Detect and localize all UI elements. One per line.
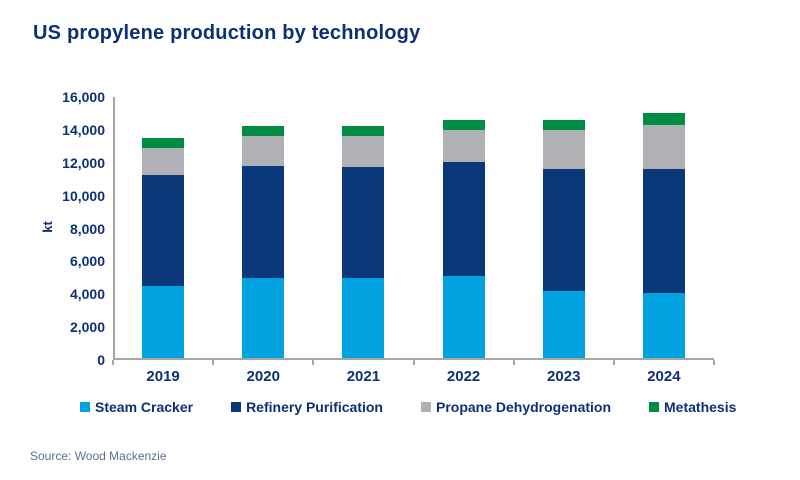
stacked-bar-2022 (442, 119, 485, 358)
legend-item-metathesis: Metathesis (649, 399, 736, 415)
bar-segment-refinery-purification (342, 167, 385, 279)
legend-item-propane-dehydrogenation: Propane Dehydrogenation (420, 399, 612, 415)
x-axis-tick-mark (312, 360, 315, 365)
legend-label: Metathesis (664, 399, 737, 415)
y-axis-tick-label: 8,000 (69, 220, 105, 237)
legend-item-steam-cracker: Steam Cracker (80, 399, 193, 415)
y-axis-tick-label: 10,000 (62, 187, 105, 204)
x-axis-label-2023: 2023 (547, 368, 581, 385)
legend-swatch-icon (80, 402, 90, 412)
x-axis-label-2021: 2021 (346, 368, 381, 385)
legend: Steam Cracker Refinery Purification Propan… (80, 399, 736, 415)
stacked-bar-2023 (542, 119, 585, 358)
x-axis-label-2022: 2022 (446, 368, 481, 385)
legend-swatch-icon (231, 402, 242, 412)
legend-label: Propane Dehydrogenation (435, 399, 612, 415)
y-axis-tick-label: 14,000 (62, 121, 105, 138)
plot-area (113, 97, 714, 360)
stacked-bar-2019 (142, 137, 185, 358)
legend-swatch-icon (649, 402, 660, 412)
bar-segment-steam-cracker (542, 291, 585, 358)
bar-segment-metathesis (542, 119, 585, 130)
bar-segment-steam-cracker (242, 278, 285, 358)
x-axis-tick-mark (512, 360, 515, 365)
source-note: Source: Wood Mackenzie (30, 449, 167, 463)
stacked-bar-2024 (642, 113, 685, 358)
bar-segment-propane-dehydrogenation (542, 129, 585, 169)
bar-segment-propane-dehydrogenation (642, 124, 685, 169)
bar-segment-metathesis (642, 113, 685, 125)
x-axis-tick-mark (212, 360, 215, 365)
y-axis-tick-label: 6,000 (69, 253, 105, 270)
stacked-bar-2021 (342, 126, 385, 358)
legend-label: Refinery Purification (246, 399, 383, 415)
y-axis-tick-label: 2,000 (69, 319, 105, 336)
x-axis-label-2020: 2020 (246, 368, 280, 385)
bar-segment-metathesis (142, 137, 185, 148)
bar-segment-steam-cracker (142, 286, 185, 358)
chart-title: US propylene production by technology (33, 22, 421, 44)
bar-segment-refinery-purification (642, 168, 685, 293)
legend-label: Steam Cracker (95, 399, 194, 415)
y-axis-title: kt (40, 221, 55, 233)
bar-segment-propane-dehydrogenation (142, 147, 185, 176)
x-axis-tick-mark (412, 360, 415, 365)
bar-segment-steam-cracker (442, 276, 485, 358)
bar-segment-propane-dehydrogenation (442, 129, 485, 163)
bar-segment-metathesis (342, 126, 385, 137)
y-axis-tick-label: 16,000 (62, 89, 105, 105)
bar-segment-propane-dehydrogenation (242, 136, 285, 166)
y-axis-tick-label: 12,000 (62, 154, 105, 171)
x-axis-label-2019: 2019 (146, 368, 180, 385)
x-axis-tick-mark (612, 360, 615, 365)
bar-segment-propane-dehydrogenation (342, 136, 385, 168)
x-axis-label-2024: 2024 (647, 368, 681, 385)
y-axis-tick-label: 0 (97, 352, 105, 368)
legend-item-refinery-purification: Refinery Purification (231, 399, 383, 415)
y-axis-tick-label: 4,000 (69, 286, 105, 303)
x-axis-tick-mark (112, 360, 114, 365)
bar-segment-metathesis (442, 119, 485, 130)
bar-segment-refinery-purification (242, 165, 285, 279)
x-axis-tick-mark (713, 360, 715, 365)
bar-segment-metathesis (242, 126, 285, 137)
bar-segment-refinery-purification (542, 168, 585, 292)
legend-swatch-icon (420, 402, 431, 412)
bar-segment-steam-cracker (642, 292, 685, 358)
bar-segment-refinery-purification (142, 175, 185, 287)
bar-segment-steam-cracker (342, 278, 385, 358)
bar-segment-refinery-purification (442, 162, 485, 277)
stacked-bar-2020 (242, 126, 285, 358)
